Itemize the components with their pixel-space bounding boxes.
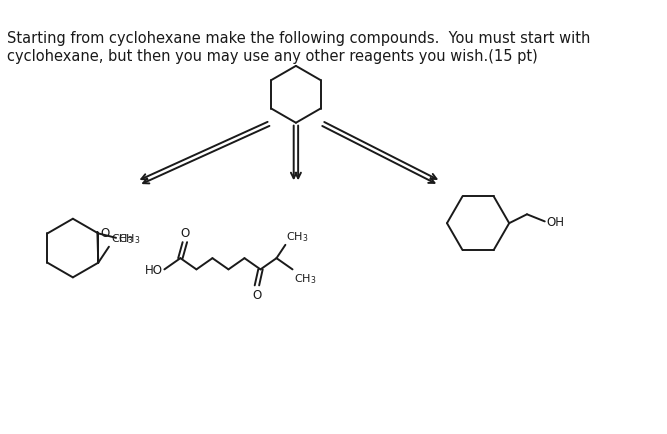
Text: CH$_3$: CH$_3$ <box>118 231 140 245</box>
Text: O: O <box>180 227 189 240</box>
Text: O: O <box>252 288 261 301</box>
Text: OH: OH <box>546 215 564 228</box>
Text: CH$_3$: CH$_3$ <box>111 232 133 245</box>
Text: HO: HO <box>145 263 163 276</box>
Text: CH$_3$: CH$_3$ <box>294 272 317 285</box>
Text: Starting from cyclohexane make the following compounds.  You must start with
cyc: Starting from cyclohexane make the follo… <box>7 31 590 64</box>
Text: CH$_3$: CH$_3$ <box>286 230 309 243</box>
Text: O: O <box>100 226 109 239</box>
